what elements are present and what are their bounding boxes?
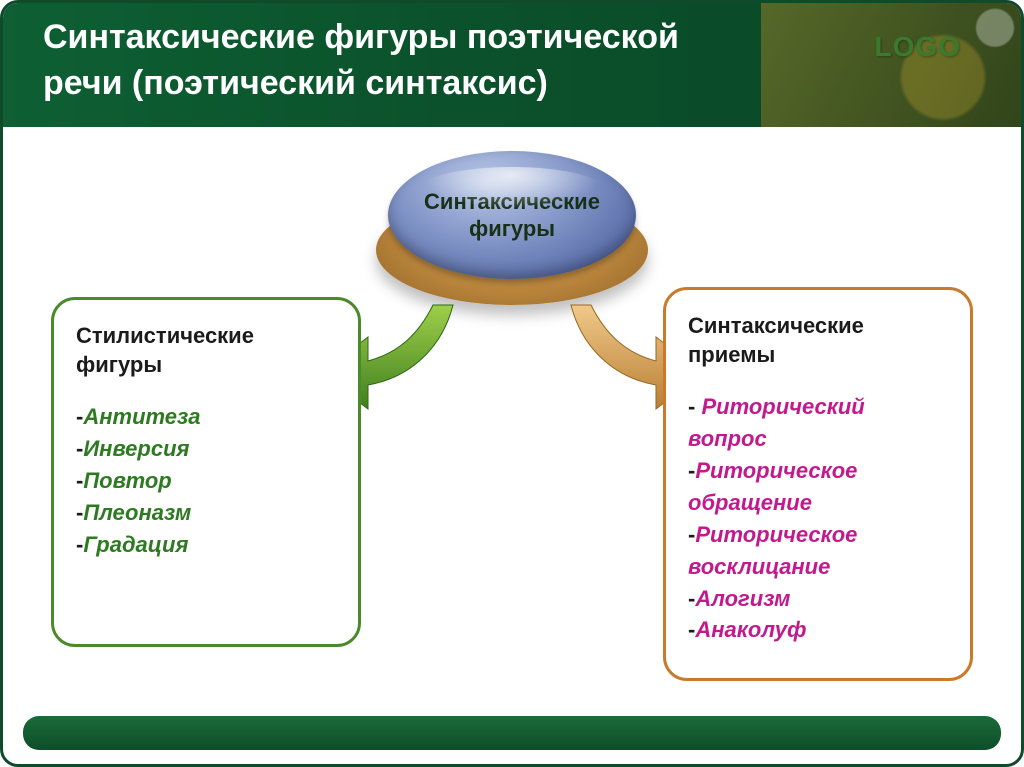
left-card: Стилистические фигуры -Антитеза -Инверси… [51,297,361,647]
list-item: -Инверсия [76,433,336,465]
footer-bar [23,716,1001,750]
list-item: -Повтор [76,465,336,497]
center-node: Синтаксические фигуры [362,143,662,303]
left-title-l1: Стилистические [76,323,254,348]
body: Синтаксические фигуры [3,127,1021,708]
center-label-l2: фигуры [469,216,555,241]
header: LOGO Синтаксические фигуры поэтической р… [3,3,1021,127]
right-card: Синтаксические приемы - Риторический воп… [663,287,973,681]
list-item: -Плеоназм [76,497,336,529]
list-item: -Риторическое восклицание [688,519,948,583]
slide: LOGO Синтаксические фигуры поэтической р… [0,0,1024,767]
right-title-l1: Синтаксические [688,313,864,338]
list-item: -Анаколуф [688,614,948,646]
left-title-l2: фигуры [76,352,162,377]
list-item: -Риторическое обращение [688,455,948,519]
list-item: -Антитеза [76,401,336,433]
list-item: -Градация [76,529,336,561]
center-label: Синтаксические фигуры [424,188,600,243]
center-label-l1: Синтаксические [424,189,600,214]
left-card-title: Стилистические фигуры [76,322,336,379]
title-line1: Синтаксические фигуры поэтической [43,18,679,56]
oval-top: Синтаксические фигуры [388,151,636,279]
title-line2: речи (поэтический синтаксис) [43,64,548,102]
list-item: -Алогизм [688,583,948,615]
right-title-l2: приемы [688,342,775,367]
right-list: - Риторический вопрос -Риторическое обра… [688,391,948,646]
list-item: - Риторический вопрос [688,391,948,455]
right-card-title: Синтаксические приемы [688,312,948,369]
slide-title: Синтаксические фигуры поэтической речи (… [43,15,981,107]
left-list: -Антитеза -Инверсия -Повтор -Плеоназм -Г… [76,401,336,560]
